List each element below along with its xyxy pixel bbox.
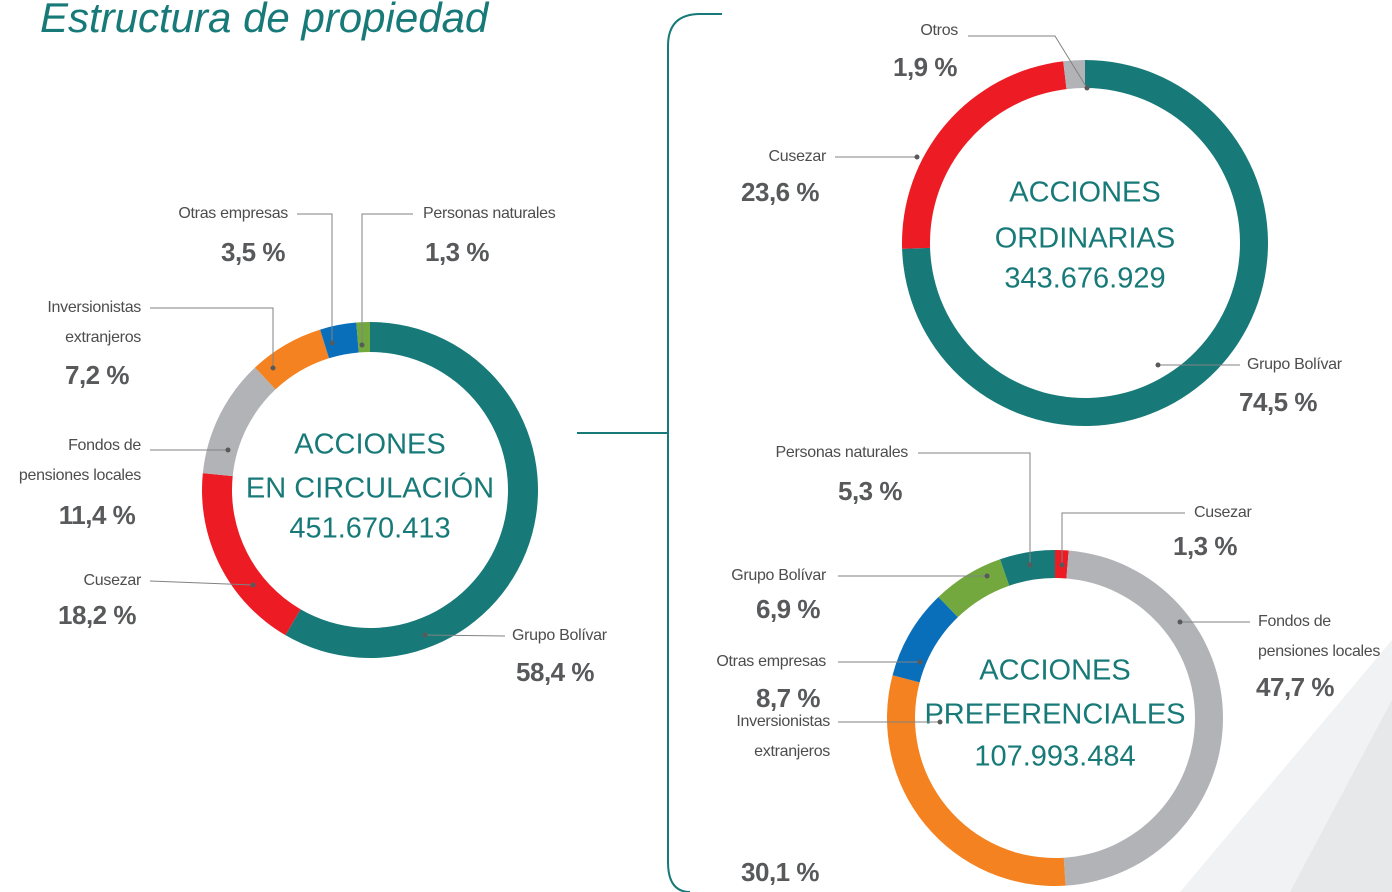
- category-label: Grupo Bolívar: [1247, 356, 1342, 373]
- category-label: Fondos de pensiones locales: [18, 437, 141, 484]
- category-label: Personas naturales: [423, 205, 556, 222]
- leader-dot: [1059, 562, 1065, 568]
- leader-dot: [359, 342, 365, 348]
- donut-segment: [938, 559, 1010, 618]
- leader-dot: [1027, 562, 1033, 568]
- value-label: 47,7 %: [1256, 672, 1334, 702]
- value-label: 7,2 %: [65, 360, 130, 390]
- category-label: Personas naturales: [775, 444, 909, 461]
- center-label: 343.676.929: [1004, 263, 1165, 295]
- leader-dot: [329, 340, 335, 346]
- center-label: EN CIRCULACIÓN: [246, 472, 494, 505]
- center-label: ORDINARIAS: [995, 223, 1175, 255]
- leader-dot: [917, 659, 923, 665]
- leader-line: [361, 213, 413, 345]
- category-label: Fondos de pensiones locales: [1258, 613, 1381, 660]
- category-label: Cusezar: [1194, 504, 1252, 521]
- value-label: 1,9 %: [893, 52, 958, 82]
- leader-dot: [1084, 85, 1090, 91]
- leader-dot: [984, 573, 990, 579]
- value-label: 74,5 %: [1239, 387, 1317, 417]
- donut-segment: [892, 596, 958, 683]
- donut-segment: [254, 329, 330, 390]
- background-shape: [1290, 700, 1392, 892]
- leader-line: [424, 634, 506, 637]
- donut-segment: [1063, 550, 1223, 886]
- title: Estructura de propiedad: [40, 0, 489, 41]
- value-label: 8,7 %: [756, 683, 821, 713]
- leader-dot: [937, 719, 943, 725]
- value-label: 6,9 %: [756, 594, 821, 624]
- leader-dot: [1177, 619, 1183, 625]
- value-label: 23,6 %: [741, 177, 819, 207]
- category-label: Grupo Bolívar: [512, 627, 607, 644]
- leader-line: [150, 307, 274, 368]
- leader-dot: [225, 447, 231, 453]
- category-label: Otros: [920, 22, 958, 39]
- category-label: Otras empresas: [178, 205, 288, 222]
- leader-dot: [1155, 362, 1161, 368]
- leader-dot: [250, 582, 256, 588]
- leader-line: [918, 452, 1031, 565]
- center-label: 451.670.413: [289, 513, 450, 545]
- leader-line: [297, 213, 333, 343]
- bracket: [667, 13, 722, 892]
- donut-segment: [1063, 60, 1085, 90]
- center-label: PREFERENCIALES: [924, 699, 1185, 731]
- value-label: 30,1 %: [741, 857, 819, 887]
- donut-segment: [887, 675, 1066, 886]
- center-label: ACCIONES: [294, 429, 445, 461]
- center-label: ACCIONES: [979, 655, 1130, 687]
- value-label: 1,3 %: [1173, 531, 1238, 561]
- category-label: Inversionistas extranjeros: [47, 299, 141, 346]
- leader-dot: [914, 154, 920, 160]
- category-label: Cusezar: [768, 148, 827, 165]
- value-label: 11,4 %: [58, 500, 136, 530]
- center-label: ACCIONES: [1009, 177, 1160, 209]
- leader-line: [968, 35, 1088, 89]
- donut-segment: [1000, 550, 1055, 586]
- donut-segment: [202, 367, 276, 477]
- value-label: 3,5 %: [221, 237, 286, 267]
- donut-segment: [202, 473, 301, 636]
- category-label: Inversionistas extranjeros: [736, 713, 830, 760]
- value-label: 18,2 %: [58, 600, 136, 630]
- leader-dot: [422, 632, 428, 638]
- donut-segment: [320, 322, 359, 359]
- value-label: 1,3 %: [425, 237, 490, 267]
- center-label: 107.993.484: [974, 741, 1135, 773]
- category-label: Grupo Bolívar: [731, 567, 826, 584]
- value-label: 58,4 %: [516, 657, 594, 687]
- category-label: Otras empresas: [716, 653, 826, 670]
- category-label: Cusezar: [83, 572, 142, 589]
- leader-dot: [270, 365, 276, 371]
- leader-line: [149, 580, 254, 586]
- leader-line: [1061, 512, 1185, 565]
- value-label: 5,3 %: [838, 476, 903, 506]
- donut-segment: [901, 61, 1067, 249]
- donut-segment: [285, 322, 538, 658]
